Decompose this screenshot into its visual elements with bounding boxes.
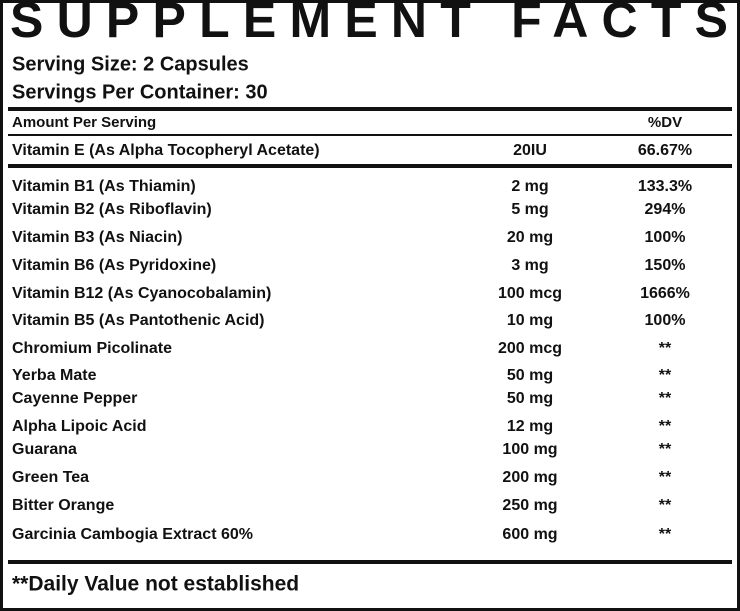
amount: 250 mg: [502, 497, 557, 514]
daily-value: 1666%: [640, 285, 690, 302]
footnote: **Daily Value not established: [12, 573, 299, 596]
amount: 2 mg: [511, 178, 548, 195]
daily-value: 100%: [645, 312, 686, 329]
amount: 10 mg: [507, 312, 553, 329]
daily-value: 100%: [645, 229, 686, 246]
daily-value: 150%: [645, 257, 686, 274]
daily-value: 133.3%: [638, 178, 692, 195]
ingredient-name: Vitamin B2 (As Riboflavin): [12, 201, 212, 218]
ingredient-name: Cayenne Pepper: [12, 390, 137, 407]
amount: 100 mcg: [498, 285, 562, 302]
amount: 50 mg: [507, 367, 553, 384]
amount: 100 mg: [502, 441, 557, 458]
ingredient-name: Alpha Lipoic Acid: [12, 418, 147, 435]
amount: 12 mg: [507, 418, 553, 435]
ingredient-name: Vitamin B5 (As Pantothenic Acid): [12, 312, 264, 329]
ingredient-name: Chromium Picolinate: [12, 340, 172, 357]
title: SUPPLEMENT FACTS: [10, 0, 728, 48]
daily-value: **: [659, 441, 672, 458]
column-header: Amount Per Serving: [12, 114, 156, 131]
ingredient-name: Vitamin B1 (As Thiamin): [12, 178, 196, 195]
amount: 50 mg: [507, 390, 553, 407]
daily-value: **: [659, 390, 672, 407]
amount: 3 mg: [511, 257, 548, 274]
daily-value: 66.67%: [638, 142, 692, 159]
amount: 200 mg: [502, 469, 557, 486]
daily-value: **: [659, 340, 672, 357]
amount: 600 mg: [502, 526, 557, 543]
ingredient-name: Guarana: [12, 441, 77, 458]
ingredient-name: Vitamin B6 (As Pyridoxine): [12, 257, 216, 274]
serving-size: Serving Size: 2 Capsules: [12, 53, 249, 75]
daily-value: **: [659, 469, 672, 486]
ingredient-name: Green Tea: [12, 469, 89, 486]
servings-per-container: Servings Per Container: 30: [12, 81, 268, 103]
amount: 20 mg: [507, 229, 553, 246]
ingredient-name: Vitamin B3 (As Niacin): [12, 229, 182, 246]
amount: 20IU: [513, 142, 547, 159]
amount: 5 mg: [511, 201, 548, 218]
ingredient-name: Vitamin B12 (As Cyanocobalamin): [12, 285, 271, 302]
daily-value: **: [659, 497, 672, 514]
amount: 200 mcg: [498, 340, 562, 357]
daily-value: **: [659, 367, 672, 384]
daily-value: **: [659, 526, 672, 543]
column-header: %DV: [648, 114, 682, 131]
ingredient-name: Bitter Orange: [12, 497, 114, 514]
ingredient-name: Vitamin E (As Alpha Tocopheryl Acetate): [12, 142, 320, 159]
ingredient-name: Yerba Mate: [12, 367, 97, 384]
ingredient-name: Garcinia Cambogia Extract 60%: [12, 526, 253, 543]
daily-value: 294%: [645, 201, 686, 218]
daily-value: **: [659, 418, 672, 435]
